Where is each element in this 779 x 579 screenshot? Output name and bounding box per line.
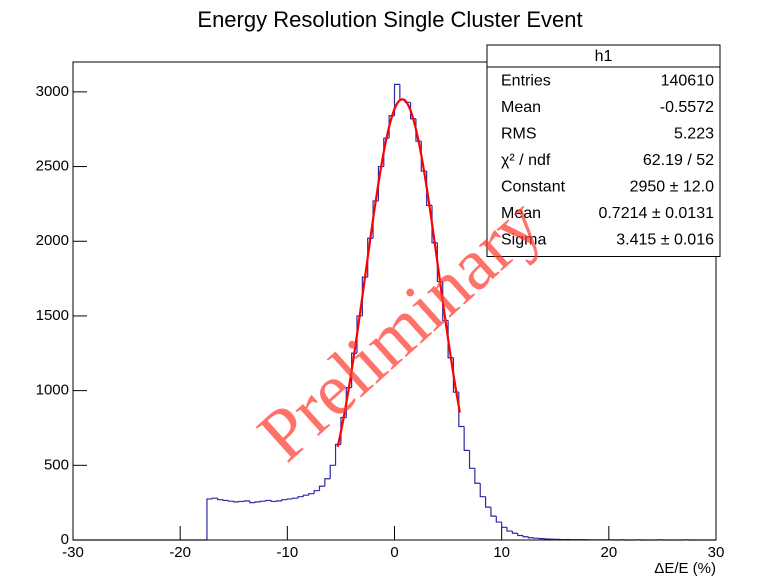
histogram-bin bbox=[399, 84, 406, 100]
histogram-bin bbox=[484, 496, 491, 508]
histogram-bin bbox=[281, 499, 288, 501]
histogram-bin bbox=[249, 500, 256, 504]
histogram-bin bbox=[479, 483, 486, 498]
stats-value: 0.7214 ± 0.0131 bbox=[598, 205, 714, 222]
histogram-bin bbox=[495, 516, 502, 523]
histogram-bin bbox=[318, 485, 325, 491]
histogram-bin bbox=[259, 500, 266, 502]
histogram-bin bbox=[254, 501, 261, 503]
chart-title: Energy Resolution Single Cluster Event bbox=[197, 7, 582, 32]
histogram-bin bbox=[211, 497, 218, 499]
stats-label: RMS bbox=[501, 125, 537, 142]
x-tick-label: 30 bbox=[708, 544, 725, 561]
y-tick-label: 2000 bbox=[36, 232, 69, 249]
stats-box bbox=[486, 44, 721, 257]
histogram-bin bbox=[313, 490, 320, 494]
histogram-bin bbox=[490, 507, 497, 517]
stats-value: 5.223 bbox=[674, 125, 714, 142]
histogram-bin bbox=[286, 498, 293, 500]
x-tick-label: -30 bbox=[62, 544, 84, 561]
x-tick-label: -10 bbox=[276, 544, 298, 561]
histogram-bin bbox=[468, 450, 475, 469]
histogram-bin bbox=[308, 493, 315, 496]
stats-value: 3.415 ± 0.016 bbox=[616, 231, 714, 248]
histogram-bin bbox=[297, 496, 304, 499]
watermark: Preliminary bbox=[243, 182, 558, 477]
stats-value: -0.5572 bbox=[660, 99, 714, 116]
x-tick-label: 20 bbox=[600, 544, 617, 561]
histogram-bin bbox=[227, 500, 234, 502]
histogram-bin bbox=[463, 426, 470, 451]
histogram-bin bbox=[324, 478, 331, 487]
histogram-bin bbox=[217, 498, 224, 501]
histogram-bin bbox=[206, 498, 213, 540]
histogram-bin bbox=[511, 531, 518, 534]
x-tick-label: 0 bbox=[390, 544, 398, 561]
stats-value: 140610 bbox=[661, 72, 714, 89]
x-axis-label: ΔE/E (%) bbox=[654, 560, 716, 577]
plot-frame bbox=[72, 61, 717, 541]
stats-value: 62.19 / 52 bbox=[643, 152, 714, 169]
histogram-bin bbox=[270, 500, 277, 503]
histogram-bin bbox=[393, 83, 400, 116]
x-tick-label: 10 bbox=[493, 544, 510, 561]
histogram-bin bbox=[329, 464, 336, 479]
y-tick-label: 1000 bbox=[36, 382, 69, 399]
fit-curve bbox=[336, 98, 461, 448]
x-tick-label: -20 bbox=[169, 544, 191, 561]
histogram-bin bbox=[292, 497, 299, 499]
histogram-bin bbox=[265, 499, 272, 502]
y-tick-label: 2500 bbox=[36, 158, 69, 175]
histogram-bin bbox=[501, 522, 508, 528]
stats-label: Sigma bbox=[501, 231, 546, 248]
histogram-bin bbox=[334, 443, 341, 466]
histogram-bin bbox=[506, 527, 513, 532]
histogram-bin bbox=[527, 536, 534, 539]
histogram-bin bbox=[517, 533, 524, 537]
histogram-bin bbox=[276, 500, 282, 502]
stats-label: χ² / ndf bbox=[501, 152, 551, 169]
histogram-bin bbox=[474, 468, 481, 484]
stats-title: h1 bbox=[595, 48, 613, 65]
histogram-bin bbox=[222, 499, 229, 502]
y-tick-label: 3000 bbox=[36, 83, 69, 100]
stats-value: 2950 ± 12.0 bbox=[630, 178, 715, 195]
y-tick-label: 500 bbox=[44, 456, 69, 473]
y-tick-label: 1500 bbox=[36, 307, 69, 324]
stats-label: Entries bbox=[501, 72, 551, 89]
stats-label: Constant bbox=[501, 178, 566, 195]
histogram-bin bbox=[522, 535, 529, 538]
stats-label: Mean bbox=[501, 205, 541, 222]
stats-label: Mean bbox=[501, 99, 541, 116]
histogram-bin bbox=[302, 494, 309, 497]
y-tick-label: 0 bbox=[61, 531, 69, 548]
histogram-bin bbox=[243, 500, 250, 502]
histogram-bin bbox=[233, 501, 240, 503]
